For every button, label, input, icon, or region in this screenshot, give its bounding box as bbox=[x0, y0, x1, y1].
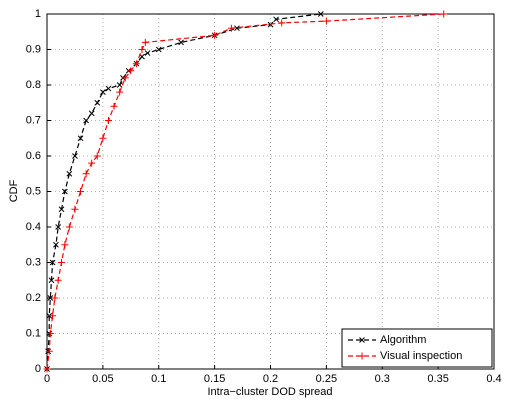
point-marker bbox=[155, 46, 162, 53]
point-marker bbox=[49, 259, 56, 266]
point-marker bbox=[55, 224, 62, 230]
x-tick-label: 0.05 bbox=[92, 373, 113, 385]
point-marker bbox=[94, 99, 101, 106]
point-marker bbox=[47, 295, 54, 301]
point-marker bbox=[116, 82, 123, 88]
point-marker bbox=[48, 277, 55, 284]
legend-marker bbox=[359, 337, 365, 343]
x-tick-label: 0.15 bbox=[204, 373, 225, 385]
point-marker bbox=[105, 85, 112, 92]
y-axis-label: CDF bbox=[8, 179, 20, 202]
point-marker bbox=[104, 117, 112, 124]
point-marker bbox=[127, 67, 135, 75]
y-tick-label: 0.6 bbox=[26, 150, 41, 162]
point-marker bbox=[110, 102, 118, 110]
point-marker bbox=[100, 89, 106, 95]
x-axis-label: Intra−cluster DOD spread bbox=[207, 386, 332, 398]
point-marker bbox=[77, 135, 84, 142]
point-marker bbox=[138, 46, 146, 53]
point-marker bbox=[278, 19, 286, 27]
point-marker bbox=[45, 347, 53, 355]
point-marker bbox=[66, 170, 73, 177]
point-marker bbox=[62, 188, 68, 195]
point-marker bbox=[99, 134, 107, 142]
point-marker bbox=[440, 10, 448, 18]
series-line bbox=[46, 13, 321, 370]
point-marker bbox=[58, 259, 66, 266]
point-marker bbox=[58, 206, 65, 213]
x-tick-label: 0.4 bbox=[486, 373, 501, 385]
point-marker bbox=[93, 152, 101, 160]
y-tick-label: 0.3 bbox=[26, 256, 41, 268]
y-tick-label: 0 bbox=[35, 363, 41, 375]
legend-label: Visual inspection bbox=[380, 350, 462, 362]
y-tick-label: 0.8 bbox=[26, 79, 41, 91]
y-tick-label: 1 bbox=[35, 8, 41, 20]
y-tick-label: 0.1 bbox=[26, 327, 41, 339]
point-marker bbox=[178, 39, 184, 46]
point-marker bbox=[144, 50, 151, 56]
x-tick-label: 0 bbox=[44, 373, 50, 385]
legend-box bbox=[341, 328, 493, 368]
point-marker bbox=[322, 17, 330, 25]
point-marker bbox=[317, 11, 324, 17]
point-marker bbox=[121, 74, 129, 82]
point-marker bbox=[116, 88, 124, 96]
x-tick-label: 0.3 bbox=[375, 373, 390, 385]
y-tick-label: 0.4 bbox=[26, 221, 41, 233]
y-tick-label: 0.7 bbox=[26, 114, 41, 126]
x-tick-label: 0.35 bbox=[427, 373, 448, 385]
point-marker bbox=[61, 241, 69, 249]
point-marker bbox=[132, 60, 140, 68]
y-tick-label: 0.2 bbox=[26, 292, 41, 304]
y-tick-label: 0.5 bbox=[26, 185, 41, 197]
point-marker bbox=[71, 205, 79, 213]
point-marker bbox=[43, 365, 51, 373]
point-marker bbox=[72, 153, 78, 159]
point-marker bbox=[273, 16, 279, 23]
point-marker bbox=[54, 276, 62, 284]
x-tick-label: 0.2 bbox=[263, 373, 278, 385]
series-line bbox=[46, 13, 444, 370]
legend-marker bbox=[358, 352, 366, 360]
point-marker bbox=[65, 223, 73, 231]
point-marker bbox=[77, 188, 85, 195]
point-marker bbox=[227, 24, 235, 32]
x-tick-label: 0.25 bbox=[316, 373, 337, 385]
point-marker bbox=[234, 25, 240, 32]
point-marker bbox=[141, 38, 149, 46]
y-tick-label: 0.9 bbox=[26, 43, 41, 55]
point-marker bbox=[88, 110, 95, 117]
point-marker bbox=[211, 31, 219, 39]
point-marker bbox=[51, 294, 59, 302]
x-tick-label: 0.1 bbox=[151, 373, 166, 385]
point-marker bbox=[49, 312, 57, 320]
plot-frame bbox=[46, 13, 495, 370]
point-marker bbox=[46, 330, 54, 337]
point-marker bbox=[83, 117, 89, 124]
legend-label: Algorithm bbox=[380, 334, 426, 346]
point-marker bbox=[53, 241, 59, 248]
point-marker bbox=[88, 159, 96, 167]
point-marker bbox=[82, 170, 90, 178]
